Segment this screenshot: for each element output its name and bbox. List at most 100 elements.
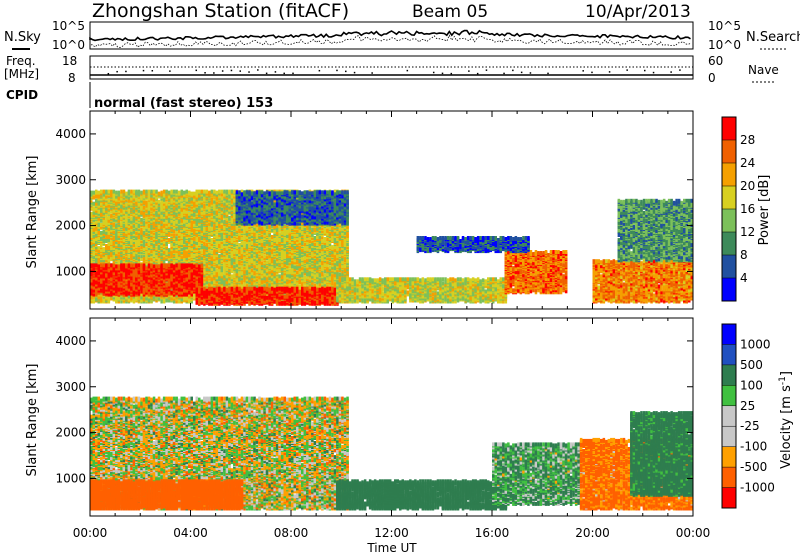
power-cell [193,192,196,196]
nave-dot [169,70,171,72]
power-cell [108,216,111,220]
power-cell [115,230,118,234]
power-cell [233,190,236,194]
power-cell [211,256,214,260]
nave-dot [354,72,356,74]
nave-dot [213,72,215,74]
power-cell [168,191,171,195]
power-cell [100,223,103,227]
nave-tick-bottom: 0 [708,71,716,85]
power-cell [128,254,131,258]
power-cell [143,221,146,225]
power-cell [216,268,219,272]
power-cell [178,191,181,195]
nave-dot [345,71,347,73]
power-cell [191,192,194,196]
power-cell [213,190,216,194]
power-cell [145,246,148,250]
power-cell [221,197,224,201]
nave-dot [292,73,294,75]
power-cell [140,218,143,222]
power-cell [160,191,163,195]
power-cell [95,199,98,203]
power-cell [223,220,226,224]
power-cell [201,245,204,249]
power-cell [196,190,199,194]
nave-dot [512,70,514,72]
nave-dot [248,71,250,73]
power-cell [123,190,126,194]
power-cell [238,243,241,247]
power-cell [145,201,148,205]
power-cell [223,190,226,194]
power-cell [135,190,138,194]
power-cell [155,211,158,215]
nave-dot [477,73,479,75]
power-cell [228,216,231,220]
power-cell [93,191,96,195]
freq-label-line1: Freq. [6,54,36,68]
power-cell [155,246,158,250]
nave-dot [547,73,549,75]
power-cell [223,240,226,244]
nave-dot [125,71,127,73]
power-cell [133,190,136,194]
power-cell [203,227,206,231]
power-cell [130,217,133,221]
freq-tick-bottom: 8 [68,71,76,85]
power-cell [108,190,111,194]
power-cell [201,190,204,194]
power-cell [228,190,231,194]
power-cell [100,231,103,235]
power-panel: 1000200030004000 Slant Range [km] 481216… [25,111,772,309]
nave-dot [521,72,523,74]
nave-dot [222,70,224,72]
power-cell [143,231,146,235]
power-cell [98,191,101,195]
power-cell [158,200,161,204]
nave-dot [108,73,110,75]
power-cell [163,300,166,304]
power-cell [143,190,146,194]
power-cell [198,219,201,223]
power-cell [140,191,143,195]
nave-dot [530,72,532,74]
power-cell [170,190,173,194]
power-cell [206,243,209,247]
station-title: Zhongshan Station (fitACF) [92,0,349,22]
nave-dot [204,72,206,74]
nsearch-label: N.Search [746,30,800,45]
power-cell [188,191,191,195]
power-cell [173,230,176,234]
nave-dot [336,70,338,72]
nave-dot [407,70,409,72]
nave-dot [442,73,444,75]
power-cell [163,190,166,194]
power-cell [231,274,234,278]
power-cell [168,248,171,252]
nave-dot [653,72,655,74]
nave-dot [196,70,198,72]
nave-dot [116,71,118,73]
freq-tick-top: 18 [62,54,77,68]
power-cell [130,297,133,301]
power-cell [103,190,106,194]
power-cell [173,234,176,238]
nave-tick-top: 60 [708,54,723,68]
power-cell [110,214,113,218]
power-cell [175,190,178,194]
nsky-tick-top: 10^5 [52,19,85,33]
nave-dot [591,72,593,74]
nave-dot [670,71,672,73]
power-cell [125,203,128,207]
power-cell [183,191,186,195]
nave-dot [626,69,628,71]
power-cell [155,232,158,236]
nave-dot [433,72,435,74]
power-cell [216,191,219,195]
power-cell [218,254,221,258]
power-cell [138,247,141,251]
power-cell [218,190,221,194]
nave-dot [319,70,321,72]
power-cell [93,207,96,211]
